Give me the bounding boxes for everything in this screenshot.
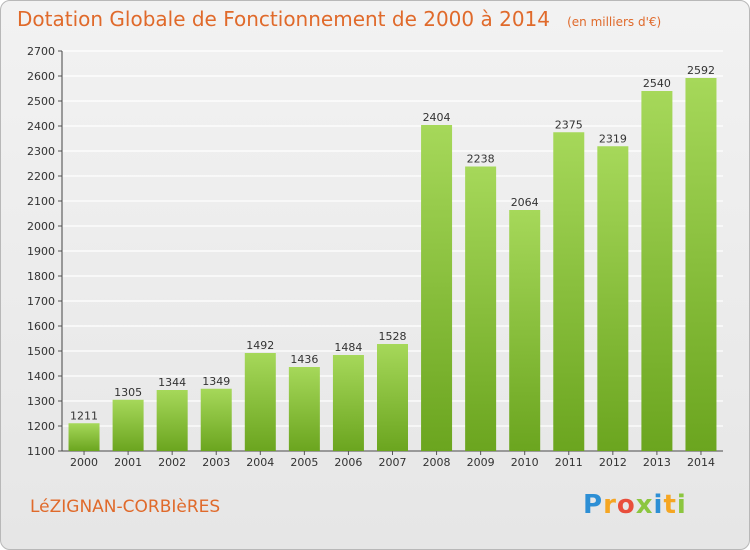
value-label-2013: 2540	[643, 77, 671, 90]
bar-2008	[421, 125, 453, 451]
x-tick-label-2001: 2001	[114, 456, 142, 469]
x-tick-label-2008: 2008	[423, 456, 451, 469]
y-tick-label: 1500	[27, 345, 55, 358]
x-tick-label-2003: 2003	[202, 456, 230, 469]
bar-2007	[377, 344, 408, 451]
bar-2004	[244, 353, 276, 451]
chart-unit: (en milliers d'€)	[567, 15, 662, 29]
logo-letter: r	[603, 490, 617, 520]
value-label-2009: 2238	[467, 153, 495, 166]
bar-layer	[68, 78, 717, 451]
value-label-2002: 1344	[158, 376, 186, 389]
logo-letter: i	[653, 490, 664, 520]
value-label-2005: 1436	[290, 353, 318, 366]
title-row: Dotation Globale de Fonctionnement de 20…	[17, 7, 661, 31]
proxiti-logo: Proxiti	[583, 490, 687, 520]
label-layer: 1211 1305 1344 1349 1492 1436 1484 1528 2404 2238…	[70, 64, 715, 422]
x-tick-label-2007: 2007	[379, 456, 407, 469]
value-label-2008: 2404	[423, 111, 451, 124]
bar-2002	[156, 390, 188, 451]
bar-2001	[112, 399, 144, 451]
logo-letter: i	[676, 490, 687, 520]
x-tick-label-2012: 2012	[599, 456, 627, 469]
y-tick-label: 2000	[27, 220, 55, 233]
chart-title: Dotation Globale de Fonctionnement de 20…	[17, 7, 550, 31]
value-label-2007: 1528	[379, 330, 407, 343]
x-tick-label-2005: 2005	[290, 456, 318, 469]
x-tick-label-2000: 2000	[70, 456, 98, 469]
y-tick-label: 1900	[27, 245, 55, 258]
value-label-2011: 2375	[555, 118, 583, 131]
y-tick-label: 2400	[27, 120, 55, 133]
x-tick-label-2011: 2011	[555, 456, 583, 469]
bar-2000	[68, 423, 100, 451]
value-label-2004: 1492	[246, 339, 274, 352]
y-tick-label: 2600	[27, 70, 55, 83]
logo-letter: t	[663, 490, 677, 520]
value-label-2012: 2319	[599, 132, 627, 145]
x-tick-label-2014: 2014	[687, 456, 715, 469]
bar-2011	[553, 132, 585, 451]
x-tick-label-2004: 2004	[246, 456, 274, 469]
bar-2013	[641, 91, 673, 451]
y-tick-label: 1800	[27, 270, 55, 283]
y-tick-label: 2300	[27, 145, 55, 158]
x-tick-label-2010: 2010	[511, 456, 539, 469]
logo-letter: o	[616, 490, 636, 520]
y-tick-label: 1100	[27, 445, 55, 458]
y-tick-label: 1400	[27, 370, 55, 383]
y-tick-label: 1600	[27, 320, 55, 333]
y-tick-label: 2200	[27, 170, 55, 183]
y-tick-label: 1200	[27, 420, 55, 433]
value-label-2010: 2064	[511, 196, 539, 209]
bar-2006	[332, 355, 364, 451]
bar-2005	[288, 367, 320, 451]
x-tick-label-2002: 2002	[158, 456, 186, 469]
x-tick-label-2009: 2009	[467, 456, 495, 469]
bar-2003	[200, 388, 232, 451]
y-tick-label: 2100	[27, 195, 55, 208]
bar-2009	[465, 166, 497, 451]
value-label-2003: 1349	[202, 375, 230, 388]
bar-2014	[685, 78, 717, 451]
bar-2012	[597, 146, 629, 451]
y-tick-label: 1700	[27, 295, 55, 308]
x-tick-label-2013: 2013	[643, 456, 671, 469]
logo-letter: x	[635, 490, 654, 520]
value-label-2014: 2592	[687, 64, 715, 77]
value-label-2001: 1305	[114, 386, 142, 399]
commune-name: LéZIGNAN-CORBIèRES	[30, 497, 221, 517]
x-tick-label-2006: 2006	[334, 456, 362, 469]
y-tick-label: 2700	[27, 45, 55, 58]
bar-2010	[509, 210, 541, 451]
y-tick-label: 2500	[27, 95, 55, 108]
y-tick-label: 1300	[27, 395, 55, 408]
logo-letter: P	[583, 490, 604, 520]
value-label-2006: 1484	[334, 341, 362, 354]
value-label-2000: 1211	[70, 409, 98, 422]
